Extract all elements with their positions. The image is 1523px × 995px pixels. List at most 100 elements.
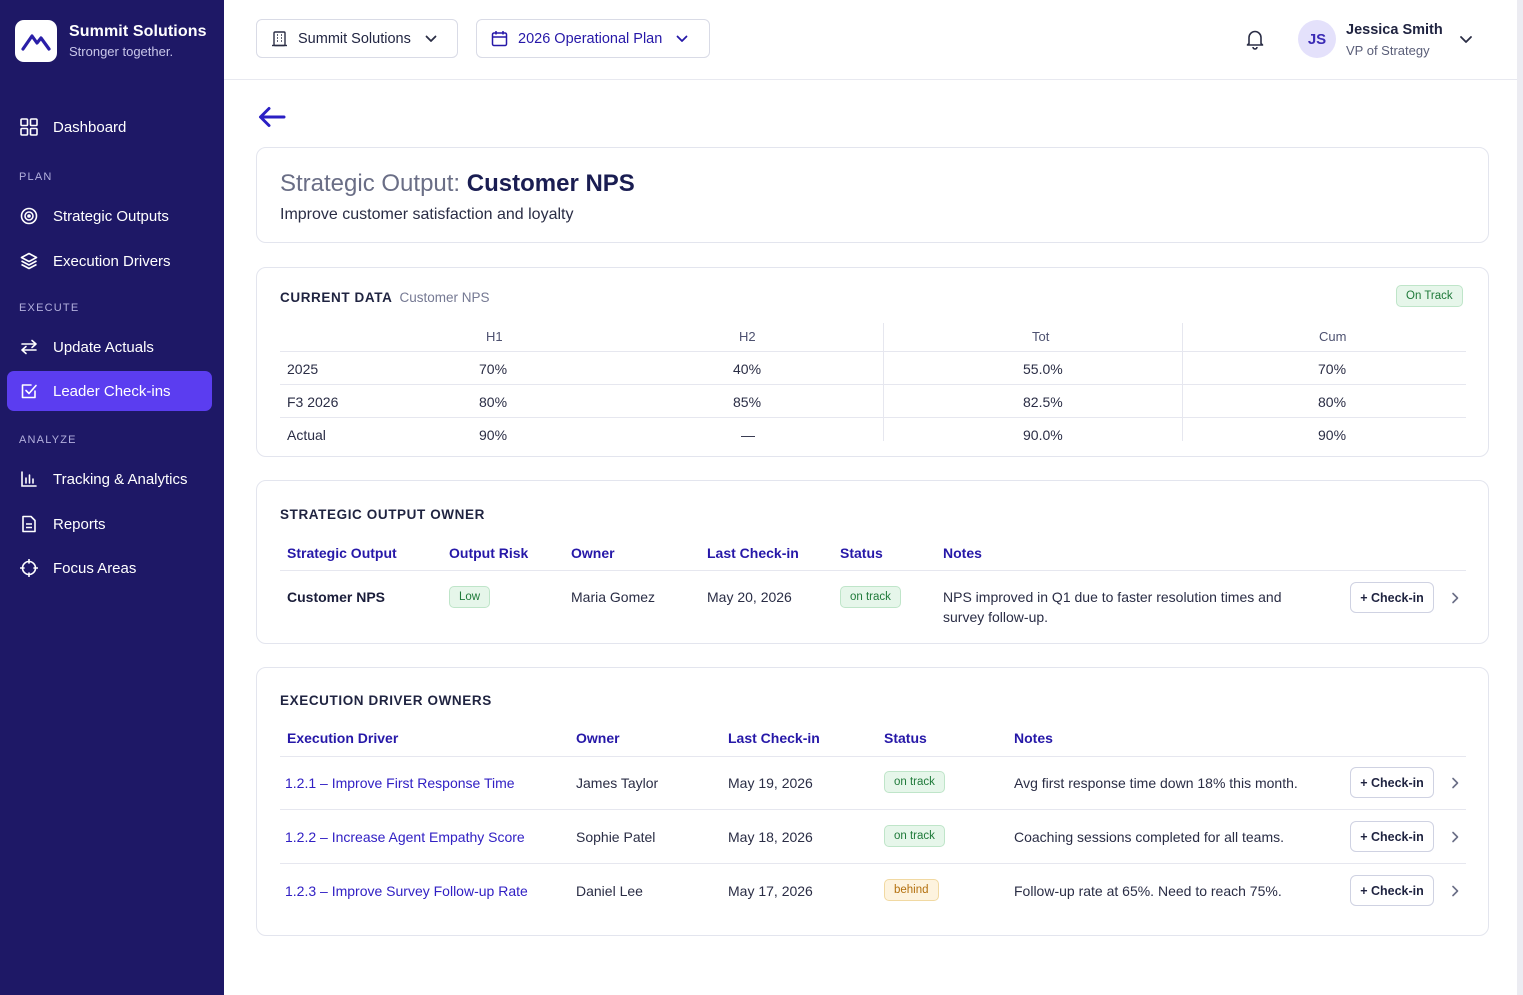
column-header[interactable]: Owner: [571, 545, 615, 561]
back-arrow-icon[interactable]: [257, 104, 287, 130]
current-data-card: CURRENT DATA Customer NPS On Track H1 H2 …: [256, 267, 1489, 457]
column-header-h1: H1: [486, 329, 503, 344]
column-header[interactable]: Owner: [576, 730, 620, 746]
notes-line-1: NPS improved in Q1 due to faster resolut…: [943, 589, 1282, 605]
column-header[interactable]: Notes: [943, 545, 982, 561]
notes-line-2: survey follow-up.: [943, 609, 1049, 625]
driver-link[interactable]: 1.2.1 – Improve First Response Time: [285, 775, 515, 791]
brand-tagline: Stronger together.: [69, 44, 174, 59]
sidebar-item-update-actuals[interactable]: Update Actuals: [7, 327, 212, 367]
chevron-right-icon[interactable]: [1450, 884, 1460, 898]
column-header[interactable]: Last Check-in: [707, 545, 799, 561]
sidebar-item-dashboard[interactable]: Dashboard: [7, 107, 212, 147]
chevron-down-icon: [425, 35, 437, 43]
scrollbar-track[interactable]: [1517, 0, 1523, 995]
column-header[interactable]: Status: [884, 730, 927, 746]
driver-owners-card: EXECUTION DRIVER OWNERS Execution Driver…: [256, 667, 1489, 936]
table-cell: 90%: [1318, 427, 1347, 443]
row-label: F3 2026: [287, 394, 339, 410]
logo-icon: [15, 20, 57, 62]
row-label: 2025: [287, 361, 319, 377]
notes: Avg first response time down 18% this mo…: [1014, 775, 1298, 791]
title-prefix: Strategic Output:: [280, 170, 461, 197]
chevron-right-icon[interactable]: [1450, 830, 1460, 844]
plan-selector[interactable]: 2026 Operational Plan: [476, 19, 710, 58]
current-data-heading: CURRENT DATA Customer NPS: [280, 290, 489, 305]
sidebar-item-label: Strategic Outputs: [53, 207, 169, 225]
last-check-in: May 19, 2026: [728, 775, 813, 791]
driver-link[interactable]: 1.2.3 – Improve Survey Follow-up Rate: [285, 883, 528, 899]
column-divider: [883, 323, 884, 441]
row-label: Actual: [287, 427, 326, 443]
section-title: EXECUTION DRIVER OWNERS: [280, 693, 492, 708]
check-in-button[interactable]: + Check-in: [1350, 821, 1434, 852]
swap-icon: [19, 337, 39, 357]
title-output-name: Customer NPS: [466, 170, 635, 197]
topbar: Summit Solutions 2026 Operational Plan J…: [224, 0, 1517, 80]
sidebar-item-label: Update Actuals: [53, 338, 154, 356]
column-header[interactable]: Notes: [1014, 730, 1053, 746]
check-in-button[interactable]: + Check-in: [1350, 875, 1434, 906]
table-cell: 70%: [479, 361, 508, 377]
owner-name: Daniel Lee: [576, 883, 643, 899]
bell-icon[interactable]: [1244, 28, 1266, 50]
plan-selector-label: 2026 Operational Plan: [518, 30, 663, 47]
org-selector-label: Summit Solutions: [298, 30, 411, 47]
output-name: Customer NPS: [287, 589, 386, 605]
row-divider: [280, 384, 1466, 385]
chevron-down-icon: [676, 35, 688, 43]
table-cell: 40%: [733, 361, 762, 377]
row-divider: [280, 570, 1466, 571]
sidebar-item-label: Leader Check-ins: [53, 382, 171, 400]
user-name: Jessica Smith: [1346, 22, 1443, 38]
owner-name: James Taylor: [576, 775, 659, 791]
table-cell: 55.0%: [1023, 361, 1063, 377]
section-title: CURRENT DATA: [280, 290, 393, 305]
sidebar-item-label: Reports: [53, 515, 106, 533]
row-divider: [280, 863, 1466, 864]
driver-link[interactable]: 1.2.2 – Increase Agent Empathy Score: [285, 829, 525, 845]
sidebar-item-label: Dashboard: [53, 118, 127, 136]
column-header[interactable]: Strategic Output: [287, 545, 397, 561]
chevron-down-icon[interactable]: [1459, 31, 1473, 49]
bar-chart-icon: [19, 469, 39, 489]
sidebar-item-leader-check-ins[interactable]: Leader Check-ins: [7, 371, 212, 411]
owner-name: Maria Gomez: [571, 589, 656, 605]
building-icon: [271, 30, 289, 48]
column-header[interactable]: Status: [840, 545, 883, 561]
last-check-in: May 18, 2026: [728, 829, 813, 845]
check-in-button[interactable]: + Check-in: [1350, 582, 1434, 613]
document-icon: [19, 514, 39, 534]
table-cell: 80%: [479, 394, 508, 410]
chevron-right-icon[interactable]: [1450, 591, 1460, 605]
table-cell: 90%: [479, 427, 508, 443]
column-header[interactable]: Execution Driver: [287, 730, 399, 746]
brand-name: Summit Solutions: [69, 23, 207, 40]
chevron-right-icon[interactable]: [1450, 776, 1460, 790]
section-subtitle: Customer NPS: [399, 290, 490, 305]
sidebar-item-tracking-analytics[interactable]: Tracking & Analytics: [7, 459, 212, 499]
risk-badge: Low: [449, 586, 491, 608]
column-header-tot: Tot: [1032, 329, 1050, 344]
org-selector[interactable]: Summit Solutions: [256, 19, 458, 58]
sidebar-item-reports[interactable]: Reports: [7, 504, 212, 544]
calendar-icon: [491, 30, 509, 48]
table-cell: 82.5%: [1023, 394, 1063, 410]
column-header[interactable]: Output Risk: [449, 545, 529, 561]
table-cell: 90.0%: [1023, 427, 1063, 443]
sidebar-item-execution-drivers[interactable]: Execution Drivers: [7, 241, 212, 281]
sidebar: Summit Solutions Stronger together. Dash…: [0, 0, 224, 995]
avatar[interactable]: JS: [1298, 20, 1336, 58]
sidebar-item-label: Focus Areas: [53, 559, 137, 577]
column-header[interactable]: Last Check-in: [728, 730, 820, 746]
brand[interactable]: Summit Solutions Stronger together.: [15, 20, 207, 62]
sidebar-item-focus-areas[interactable]: Focus Areas: [7, 548, 212, 588]
check-in-button[interactable]: + Check-in: [1350, 767, 1434, 798]
status-badge: on track: [884, 771, 945, 793]
user-role: VP of Strategy: [1346, 43, 1430, 58]
crosshair-icon: [19, 558, 39, 578]
sidebar-item-strategic-outputs[interactable]: Strategic Outputs: [7, 196, 212, 236]
status-badge: On Track: [1396, 285, 1463, 307]
last-check-in: May 20, 2026: [707, 589, 792, 605]
table-cell: 80%: [1318, 394, 1347, 410]
